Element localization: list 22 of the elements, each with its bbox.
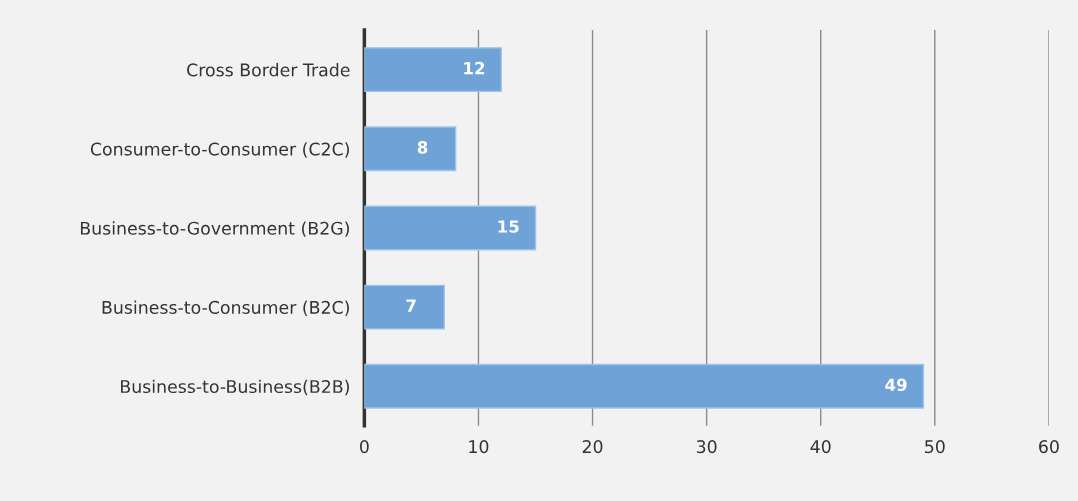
x-tick-label: 50 — [925, 440, 945, 454]
x-tick-label: 20 — [582, 440, 603, 454]
bar — [364, 47, 502, 93]
y-tick-label: Cross Border Trade — [187, 63, 350, 77]
bar — [364, 126, 457, 172]
y-tick-label: Business-to-Consumer (B2C) — [102, 300, 349, 316]
x-tick-label: 30 — [696, 440, 717, 454]
y-tick-label: Business-to-Business(B2B) — [121, 379, 349, 396]
data-label: 8 — [417, 141, 428, 154]
y-tick-label: Business-to-Government (B2G) — [80, 221, 349, 237]
x-tick-label: 0 — [359, 440, 369, 454]
x-tick-label: 40 — [810, 440, 831, 454]
x-tick-label: 10 — [469, 440, 489, 454]
x-tick-label: 60 — [1039, 440, 1059, 454]
y-tick-label: Consumer-to-Consumer (C2C) — [90, 142, 349, 158]
bar — [364, 363, 925, 409]
bar — [364, 284, 445, 330]
data-label: 12 — [464, 61, 485, 75]
bar — [364, 205, 537, 251]
data-label: 49 — [885, 378, 907, 392]
data-label: 15 — [498, 220, 519, 233]
data-label: 7 — [406, 299, 416, 312]
